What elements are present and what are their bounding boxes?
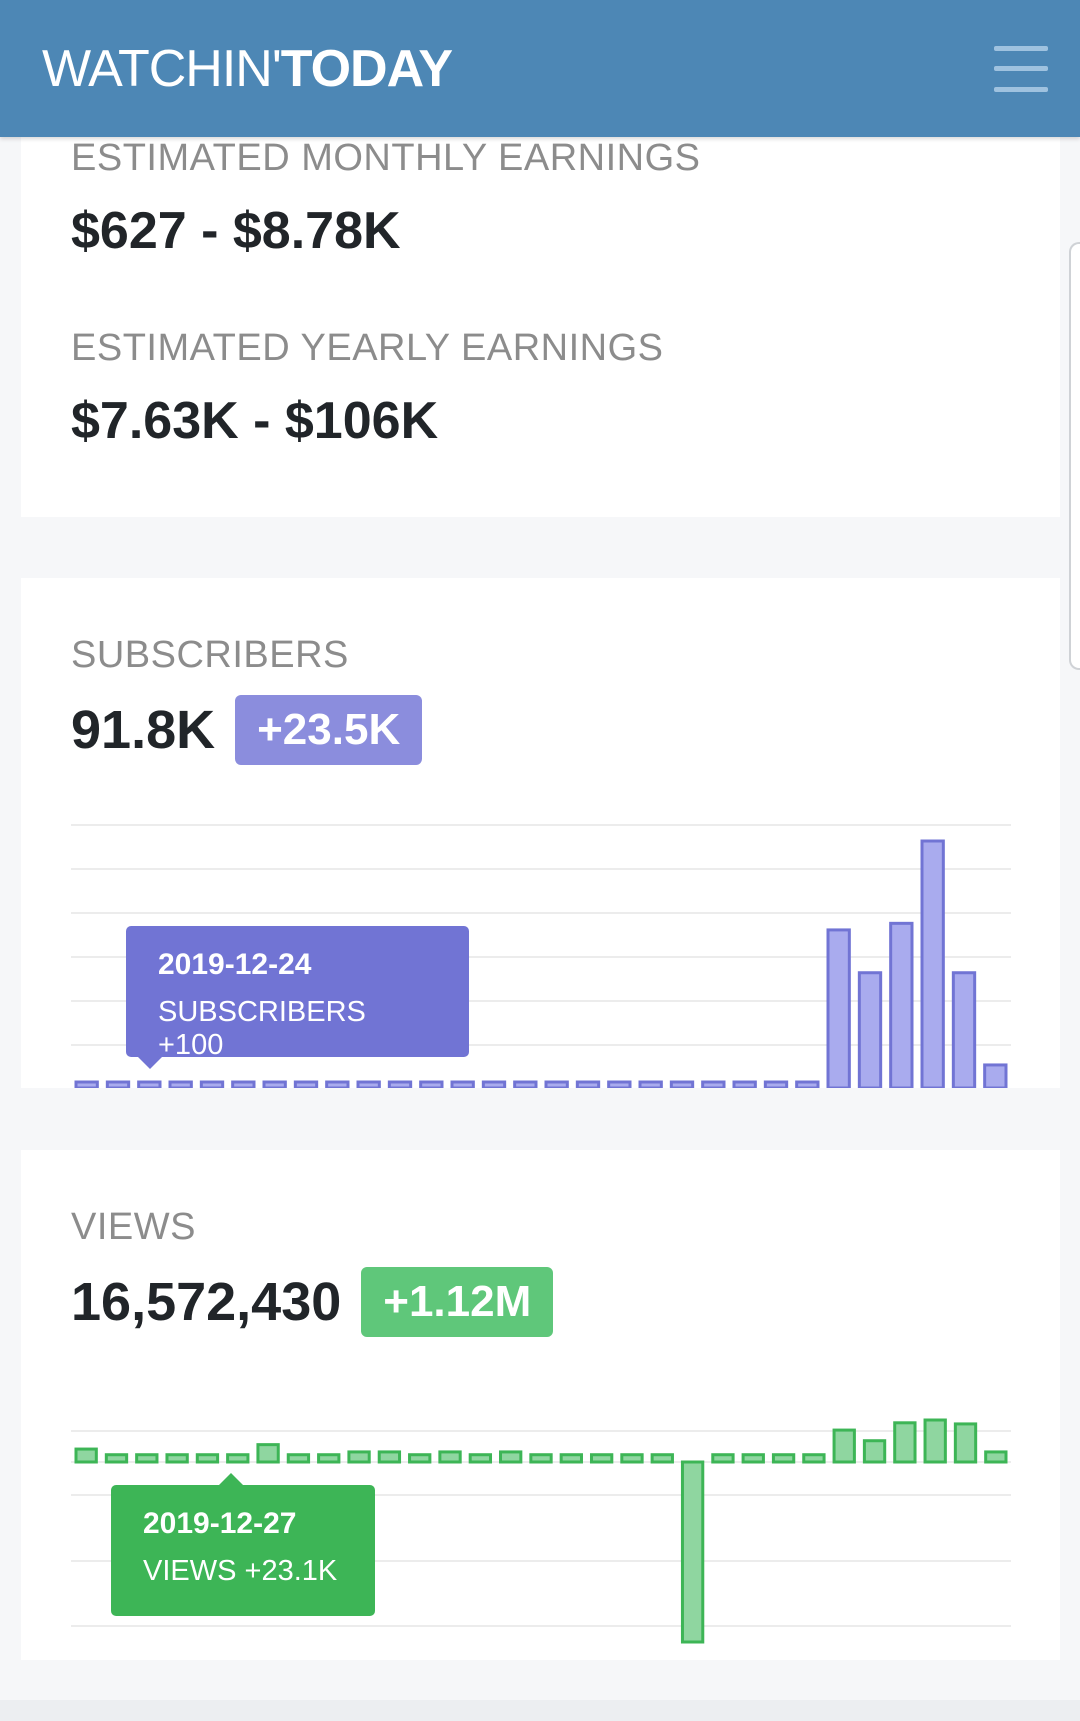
yearly-earnings-value: $7.63K - $106K [71, 392, 439, 450]
subscribers-bar [795, 1080, 820, 1088]
subscribers-bar [857, 971, 883, 1088]
views-bar [347, 1450, 371, 1464]
views-bar [256, 1443, 280, 1464]
views-bar [559, 1453, 583, 1464]
views-bar [984, 1450, 1008, 1464]
views-bar [620, 1453, 644, 1464]
views-change-badge: +1.12M [361, 1267, 554, 1337]
views-bar [680, 1460, 705, 1644]
subscribers-bar [262, 1080, 287, 1088]
subscribers-bar [387, 1080, 413, 1088]
views-bar [893, 1421, 917, 1464]
subscribers-bar [199, 1080, 225, 1088]
subscribers-bar [763, 1080, 789, 1088]
subscribers-bar-chart[interactable] [21, 578, 1060, 1088]
views-bar [923, 1418, 947, 1464]
yearly-earnings-label: ESTIMATED YEARLY EARNINGS [71, 327, 664, 369]
subscribers-bar [701, 1080, 726, 1088]
subscribers-card: SUBSCRIBERS 91.8K +23.5K 2019-12-24 SUBS… [21, 578, 1060, 1088]
views-label: VIEWS [71, 1206, 196, 1248]
monthly-earnings-value: $627 - $8.78K [71, 202, 401, 260]
subscribers-bar [450, 1080, 475, 1088]
subscribers-bar [575, 1080, 601, 1088]
subscribers-bar [419, 1080, 444, 1088]
logo-text-bold: TODAY [280, 39, 453, 98]
brand-logo[interactable]: WATCHIN'TODAY [42, 39, 453, 99]
views-bar [529, 1453, 553, 1464]
subscribers-tooltip: 2019-12-24 SUBSCRIBERS +100 [126, 926, 469, 1069]
views-bar-chart[interactable] [21, 1150, 1060, 1660]
page-scrollbar-thumb[interactable] [1069, 242, 1080, 670]
subscribers-bar [951, 971, 977, 1088]
menu-line [994, 66, 1048, 71]
views-bar [74, 1447, 98, 1464]
earnings-card: ESTIMATED MONTHLY EARNINGS $627 - $8.78K… [21, 137, 1060, 517]
views-tooltip: 2019-12-27 VIEWS +23.1K [111, 1473, 375, 1616]
subscribers-bar [137, 1080, 162, 1088]
subscribers-bar [544, 1080, 569, 1088]
app-header: WATCHIN'TODAY [0, 0, 1080, 137]
logo-text-light: WATCHIN' [42, 39, 282, 98]
subscribers-bar [231, 1080, 256, 1088]
views-bar [499, 1450, 523, 1464]
subscribers-bar [607, 1080, 632, 1088]
subscribers-bar [513, 1080, 538, 1088]
subscribers-change-badge: +23.5K [235, 695, 423, 765]
views-bar [165, 1453, 189, 1464]
subscribers-label: SUBSCRIBERS [71, 634, 349, 676]
tooltip-arrow [138, 1057, 162, 1069]
tooltip-date: 2019-12-24 [158, 948, 312, 981]
subscribers-bar [732, 1080, 757, 1088]
tooltip-arrow [219, 1473, 243, 1485]
subscribers-bar [920, 839, 945, 1088]
views-total: 16,572,430 [71, 1272, 342, 1332]
subscribers-bar [105, 1080, 131, 1088]
views-bar [377, 1450, 402, 1464]
views-bar [650, 1453, 674, 1464]
views-bar [832, 1428, 856, 1464]
views-bar [771, 1453, 796, 1464]
views-bar [468, 1453, 493, 1464]
subscribers-bar [356, 1080, 381, 1088]
views-bar [104, 1453, 129, 1464]
subscribers-bar [168, 1080, 193, 1088]
tooltip-value: SUBSCRIBERS +100 [158, 996, 366, 1061]
views-bar [135, 1453, 159, 1464]
subscribers-bar [826, 928, 851, 1088]
views-bar [862, 1439, 887, 1464]
hamburger-menu-icon[interactable] [994, 45, 1048, 92]
subscribers-bar [889, 921, 914, 1088]
views-bar [589, 1453, 614, 1464]
subscribers-stat-row: 91.8K +23.5K [71, 695, 423, 765]
subscribers-total: 91.8K [71, 700, 216, 760]
tooltip-value: VIEWS +23.1K [143, 1555, 338, 1587]
views-bar [195, 1453, 220, 1464]
views-card: VIEWS 16,572,430 +1.12M 2019-12-27 VIEWS… [21, 1150, 1060, 1660]
views-bar [226, 1453, 250, 1464]
views-bar [953, 1422, 978, 1464]
views-bar [438, 1450, 462, 1464]
views-bar [802, 1453, 826, 1464]
monthly-earnings-label: ESTIMATED MONTHLY EARNINGS [71, 137, 701, 179]
subscribers-bar [293, 1080, 319, 1088]
views-bar [286, 1453, 311, 1464]
subscribers-bar [983, 1063, 1008, 1088]
menu-line [994, 45, 1048, 51]
views-bar [408, 1453, 432, 1464]
next-card-edge [0, 1700, 1080, 1721]
views-bar [711, 1453, 735, 1464]
subscribers-bar [638, 1080, 663, 1088]
subscribers-bar [481, 1080, 507, 1088]
views-stat-row: 16,572,430 +1.12M [71, 1267, 554, 1337]
tooltip-date: 2019-12-27 [143, 1507, 297, 1540]
views-bar [317, 1453, 341, 1464]
subscribers-bar [74, 1080, 99, 1088]
subscribers-bar [325, 1080, 350, 1088]
subscribers-bar [669, 1080, 695, 1088]
menu-line [994, 86, 1048, 92]
views-bar [741, 1453, 765, 1464]
